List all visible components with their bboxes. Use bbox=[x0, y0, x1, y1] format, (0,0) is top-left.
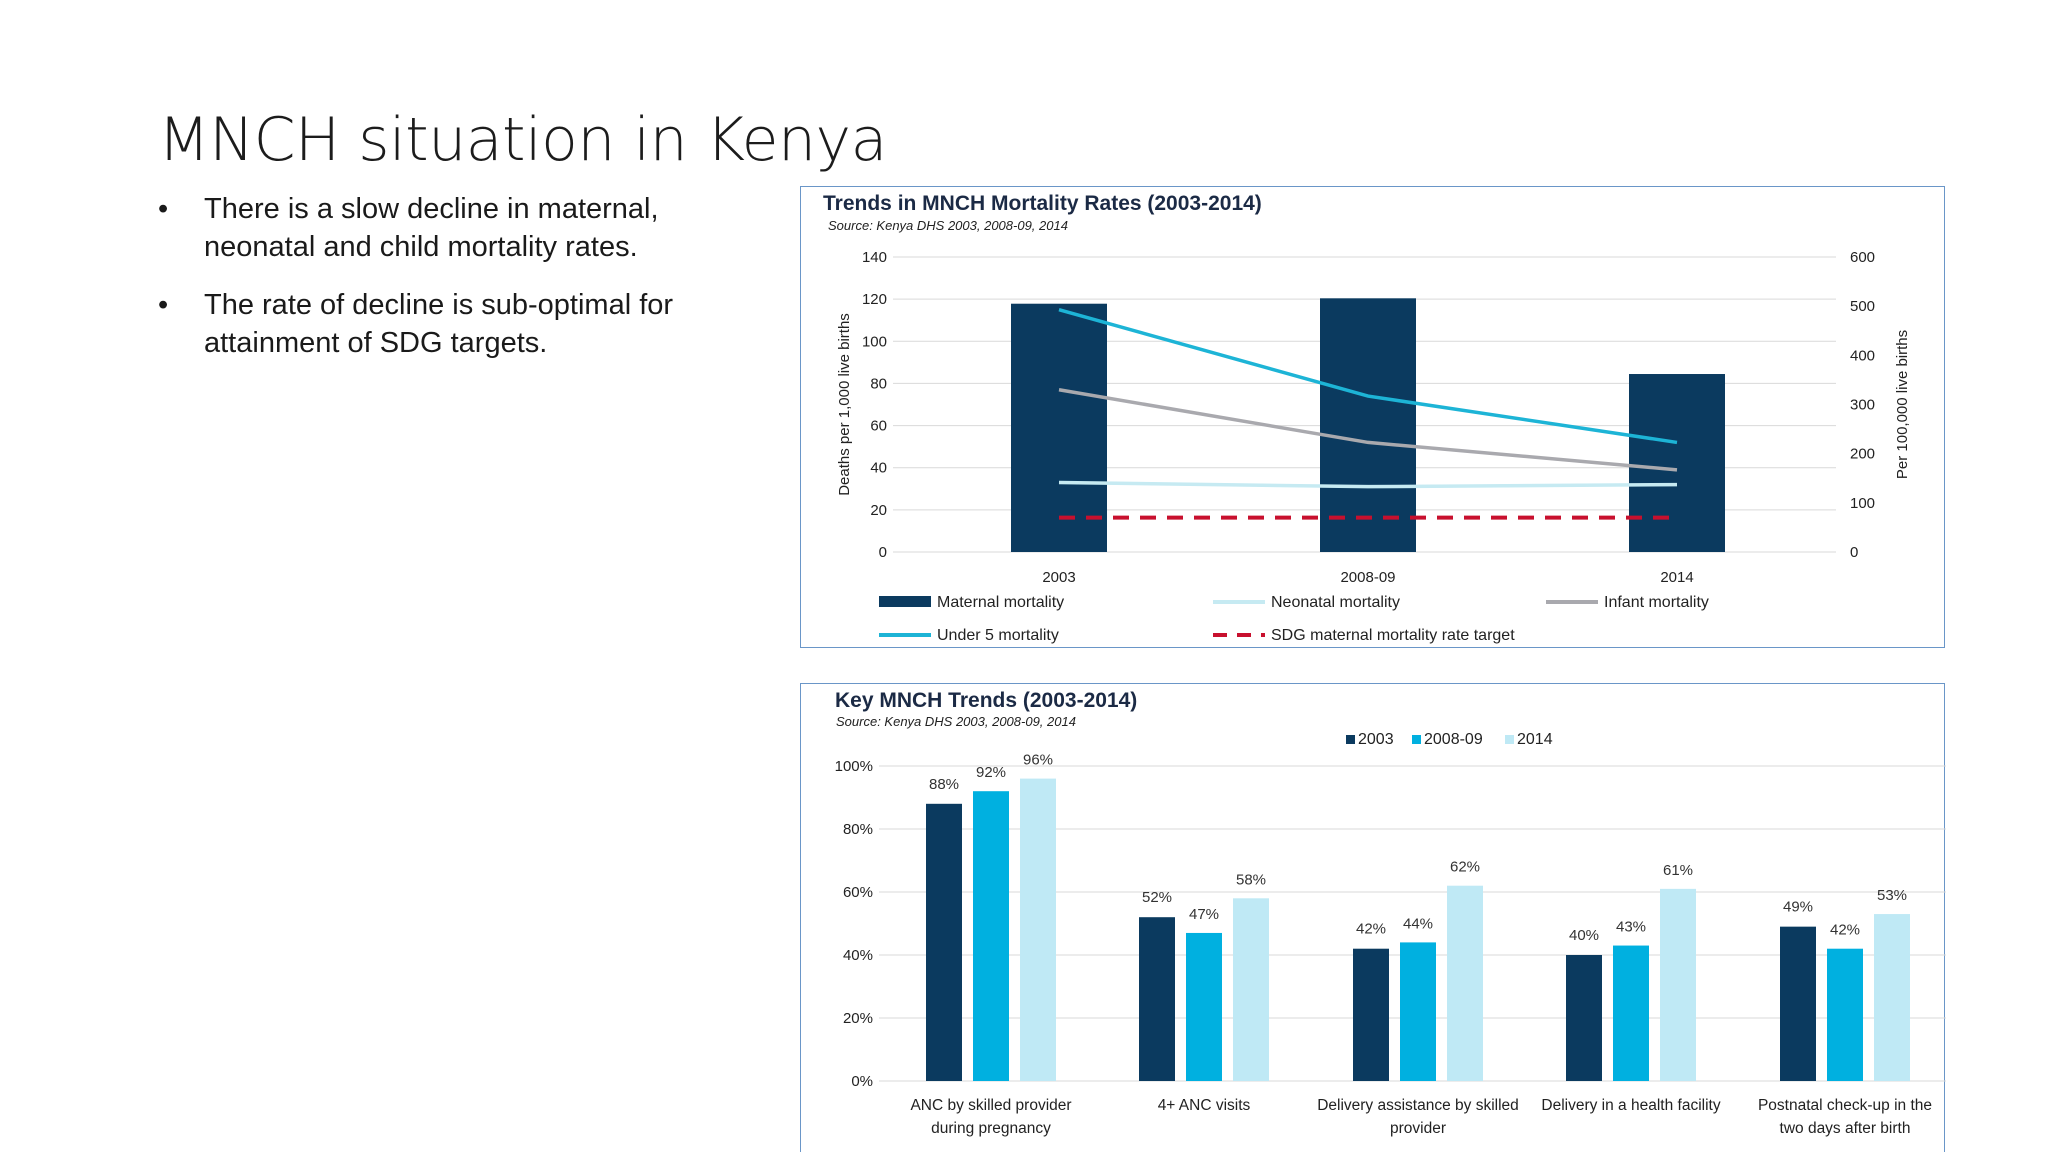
infant-mortality-line bbox=[1058, 388, 1678, 472]
maternal-mortality-bar bbox=[1320, 298, 1416, 552]
bar-2014 bbox=[1447, 885, 1483, 1081]
y-tick-label: 40% bbox=[843, 947, 873, 964]
data-label: 62% bbox=[1450, 859, 1480, 876]
slide-title: MNCH situation in Kenya bbox=[158, 105, 887, 175]
key-mnch-trends-svg: Key MNCH Trends (2003-2014) Source: Kenya… bbox=[835, 689, 1946, 1137]
x-category-label: 4+ ANC visits bbox=[1158, 1097, 1251, 1114]
y-tick-label: 120 bbox=[862, 291, 887, 308]
data-label: 88% bbox=[929, 776, 959, 793]
bar-2008-09 bbox=[1186, 932, 1222, 1081]
x-category-label: during pregnancy bbox=[931, 1120, 1051, 1137]
bar-2008-09 bbox=[1613, 945, 1649, 1081]
legend-label-neonatal-mortality: Neonatal mortality bbox=[1271, 594, 1400, 611]
y2-axis-label: Per 100,000 live births bbox=[1894, 330, 1911, 479]
x-tick-label: 2003 bbox=[1042, 569, 1075, 586]
y-tick-label: 0 bbox=[879, 544, 887, 561]
bullet-list: There is a slow decline in maternal, neo… bbox=[158, 190, 758, 382]
y-axis-label: Deaths per 1,000 live births bbox=[836, 313, 853, 496]
maternal-mortality-bar bbox=[1629, 374, 1725, 552]
bar-2014 bbox=[1020, 778, 1056, 1081]
key-mnch-trends-chart: Key MNCH Trends (2003-2014) Source: Kenya… bbox=[800, 683, 1946, 1152]
mortality-trends-chart: Trends in MNCH Mortality Rates (2003-201… bbox=[800, 186, 1945, 648]
legend-label-2008-09: 2008-09 bbox=[1424, 731, 1483, 748]
legend-swatch-2008-09 bbox=[1412, 735, 1421, 744]
legend-label-infant-mortality: Infant mortality bbox=[1604, 594, 1709, 611]
legend-label-sdg-maternal-mortality-rate-target: SDG maternal mortality rate target bbox=[1271, 627, 1515, 644]
legend-swatch-2014 bbox=[1505, 735, 1514, 744]
bar-2008-09 bbox=[973, 791, 1009, 1081]
legend-swatch-2003 bbox=[1346, 735, 1355, 744]
legend-label-2014: 2014 bbox=[1517, 731, 1553, 748]
y-tick-label: 60 bbox=[870, 418, 887, 435]
bullet-item: There is a slow decline in maternal, neo… bbox=[158, 190, 758, 266]
x-category-label: two days after birth bbox=[1780, 1120, 1911, 1137]
bullet-item: The rate of decline is sub-optimal for a… bbox=[158, 286, 758, 362]
bar-2014 bbox=[1660, 888, 1696, 1081]
data-label: 42% bbox=[1830, 922, 1860, 939]
x-category-label: Delivery assistance by skilled bbox=[1317, 1097, 1519, 1114]
y-tick-label: 140 bbox=[862, 249, 887, 266]
y-tick-label: 0% bbox=[851, 1073, 873, 1090]
chart-subtitle: Source: Kenya DHS 2003, 2008-09, 2014 bbox=[836, 714, 1076, 729]
data-label: 53% bbox=[1877, 887, 1907, 904]
y-tick-label: 60% bbox=[843, 884, 873, 901]
bar-2014 bbox=[1233, 898, 1269, 1081]
data-label: 47% bbox=[1189, 906, 1219, 923]
y2-tick-label: 600 bbox=[1850, 249, 1875, 266]
chart-title: Trends in MNCH Mortality Rates (2003-201… bbox=[823, 192, 1262, 215]
y-tick-label: 40 bbox=[870, 460, 887, 477]
y-tick-label: 100 bbox=[862, 333, 887, 350]
mortality-trends-svg: Trends in MNCH Mortality Rates (2003-201… bbox=[823, 192, 1911, 644]
legend-label-2003: 2003 bbox=[1358, 731, 1394, 748]
bar-2003 bbox=[1566, 955, 1602, 1081]
y2-tick-label: 100 bbox=[1850, 495, 1875, 512]
data-label: 58% bbox=[1236, 871, 1266, 888]
neonatal-mortality-line bbox=[1058, 480, 1678, 489]
bar-2003 bbox=[1780, 926, 1816, 1081]
y-tick-label: 20 bbox=[870, 502, 887, 519]
maternal-mortality-bar bbox=[1011, 303, 1107, 552]
x-tick-label: 2014 bbox=[1660, 569, 1693, 586]
y2-tick-label: 0 bbox=[1850, 544, 1858, 561]
x-tick-label: 2008-09 bbox=[1340, 569, 1395, 586]
y2-tick-label: 300 bbox=[1850, 397, 1875, 414]
chart-subtitle: Source: Kenya DHS 2003, 2008-09, 2014 bbox=[828, 218, 1068, 233]
data-label: 61% bbox=[1663, 862, 1693, 879]
under-5-mortality-line bbox=[1058, 307, 1678, 445]
data-label: 96% bbox=[1023, 752, 1053, 769]
y2-tick-label: 500 bbox=[1850, 298, 1875, 315]
bar-2008-09 bbox=[1400, 942, 1436, 1081]
y2-tick-label: 200 bbox=[1850, 446, 1875, 463]
data-label: 44% bbox=[1403, 915, 1433, 932]
bar-2014 bbox=[1874, 914, 1910, 1081]
data-label: 43% bbox=[1616, 919, 1646, 936]
y-tick-label: 20% bbox=[843, 1010, 873, 1027]
bar-2003 bbox=[1139, 917, 1175, 1081]
y2-tick-label: 400 bbox=[1850, 347, 1875, 364]
data-label: 92% bbox=[976, 764, 1006, 781]
legend-label-under-5-mortality: Under 5 mortality bbox=[937, 627, 1059, 644]
data-label: 42% bbox=[1356, 921, 1386, 938]
bar-2008-09 bbox=[1827, 948, 1863, 1081]
y-tick-label: 80% bbox=[843, 821, 873, 838]
bar-2003 bbox=[1353, 948, 1389, 1081]
y-tick-label: 100% bbox=[835, 758, 873, 775]
x-category-label: ANC by skilled provider bbox=[910, 1097, 1071, 1114]
x-category-label: provider bbox=[1390, 1120, 1446, 1137]
data-label: 49% bbox=[1783, 899, 1813, 916]
x-category-label: Delivery in a health facility bbox=[1541, 1097, 1720, 1114]
x-category-label: Postnatal check-up in the bbox=[1758, 1097, 1932, 1114]
legend-label-maternal-mortality: Maternal mortality bbox=[937, 594, 1064, 611]
data-label: 40% bbox=[1569, 927, 1599, 944]
y-tick-label: 80 bbox=[870, 375, 887, 392]
bar-2003 bbox=[926, 803, 962, 1081]
legend-swatch-maternal-mortality bbox=[879, 596, 931, 607]
chart-title: Key MNCH Trends (2003-2014) bbox=[835, 689, 1137, 712]
data-label: 52% bbox=[1142, 889, 1172, 906]
